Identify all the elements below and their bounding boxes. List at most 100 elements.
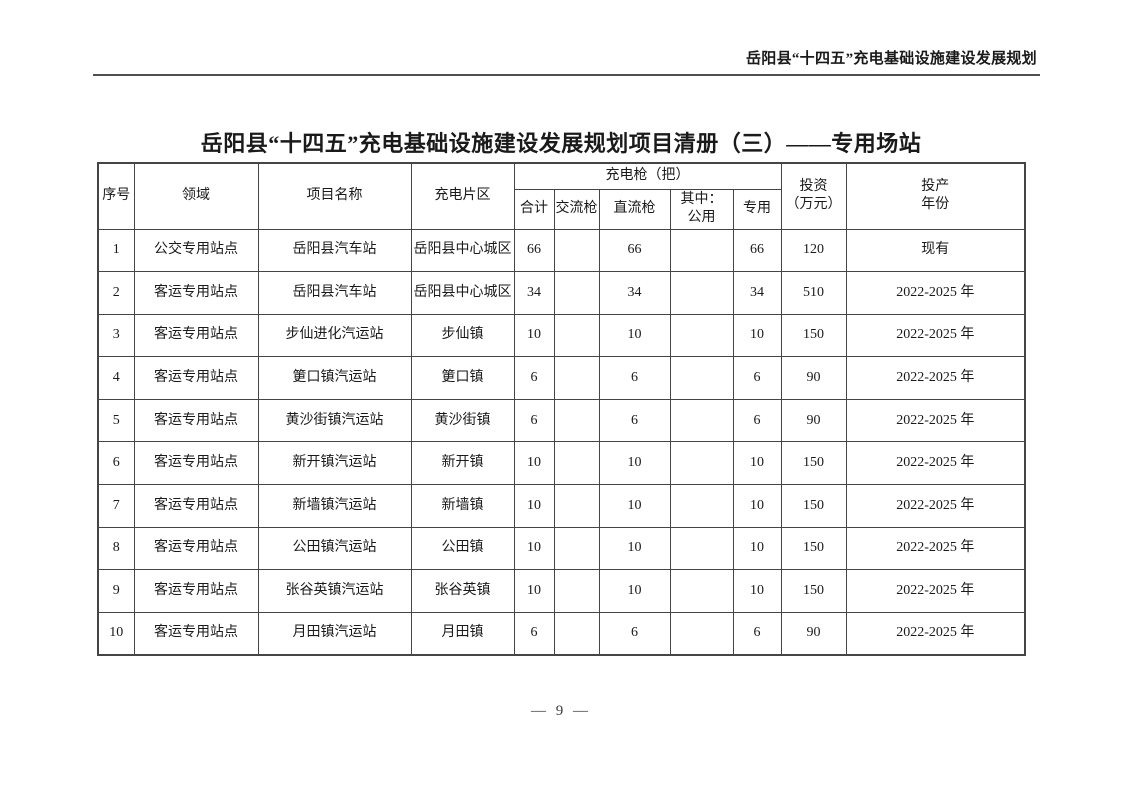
cell-investment: 510 [780,271,847,315]
cell-dedicated: 6 [732,398,782,443]
cell-field: 客运专用站点 [133,398,259,443]
cell-dedicated: 10 [732,569,782,613]
cell-project: 张谷英镇汽运站 [257,569,412,613]
col-header-guns-group: 充电枪（把） [513,162,782,190]
cell-seq: 10 [97,611,135,656]
cell-seq: 2 [97,271,135,315]
cell-district: 黄沙街镇 [410,398,515,443]
document-title: 岳阳县“十四五”充电基础设施建设发展规划项目清册（三）——专用场站 [200,131,922,156]
cell-ac [553,271,600,315]
cell-seq: 8 [97,526,135,571]
cell-seq: 5 [97,398,135,443]
cell-dedicated: 10 [732,313,782,358]
table-row: 6 客运专用站点 新开镇汽运站 新开镇 10 10 10 150 2022-2025 年 [97,441,1026,486]
cell-total: 10 [513,569,555,613]
cell-public [669,569,734,613]
cell-dc: 66 [598,228,671,273]
cell-investment: 150 [780,441,847,486]
col-header-year-line2: 年份 [921,197,950,213]
cell-seq: 6 [97,441,135,486]
table-row: 3 客运专用站点 步仙进化汽运站 步仙镇 10 10 10 150 2022-2025 年 [97,313,1026,358]
col-header-year: 投产 年份 [845,162,1026,230]
table-row: 7 客运专用站点 新墙镇汽运站 新墙镇 10 10 10 150 2022-2025 年 [97,484,1026,528]
col-header-total: 合计 [513,188,555,230]
cell-year: 2022-2025 年 [845,356,1026,400]
cell-project: 步仙进化汽运站 [257,313,412,358]
cell-project: 新开镇汽运站 [257,441,412,486]
table-row: 10 客运专用站点 月田镇汽运站 月田镇 6 6 6 90 2022-2025 年 [97,611,1026,656]
cell-project: 岳阳县汽车站 [257,271,412,315]
cell-year: 2022-2025 年 [845,398,1026,443]
cell-public [669,398,734,443]
cell-investment: 90 [780,356,847,400]
cell-seq: 1 [97,228,135,273]
cell-ac [553,228,600,273]
cell-investment: 150 [780,526,847,571]
cell-ac [553,611,600,656]
cell-year: 2022-2025 年 [845,569,1026,613]
cell-ac [553,484,600,528]
col-header-year-line1: 投产 [921,179,950,195]
cell-investment: 90 [780,398,847,443]
col-header-ac: 交流枪 [553,188,600,230]
cell-project: 黄沙街镇汽运站 [257,398,412,443]
cell-field: 客运专用站点 [133,356,259,400]
cell-total: 6 [513,356,555,400]
cell-public [669,441,734,486]
cell-ac [553,356,600,400]
cell-public [669,611,734,656]
cell-dc: 34 [598,271,671,315]
cell-total: 6 [513,611,555,656]
cell-total: 10 [513,526,555,571]
cell-project: 公田镇汽运站 [257,526,412,571]
cell-year: 现有 [845,228,1026,273]
cell-public [669,484,734,528]
cell-project: 筻口镇汽运站 [257,356,412,400]
cell-dedicated: 6 [732,611,782,656]
running-header-text: 岳阳县“十四五”充电基础设施建设发展规划 [745,51,1037,67]
table-row: 1 公交专用站点 岳阳县汽车站 岳阳县中心城区 66 66 66 120 现有 [97,228,1026,273]
col-header-investment: 投资 （万元） [780,162,847,230]
cell-total: 10 [513,441,555,486]
table-row: 8 客运专用站点 公田镇汽运站 公田镇 10 10 10 150 2022-2025 年 [97,526,1026,571]
col-header-project: 项目名称 [257,162,412,230]
cell-dc: 6 [598,611,671,656]
cell-total: 6 [513,398,555,443]
cell-district: 张谷英镇 [410,569,515,613]
cell-project: 新墙镇汽运站 [257,484,412,528]
cell-district: 岳阳县中心城区 [410,271,515,315]
cell-ac [553,441,600,486]
table-row: 9 客运专用站点 张谷英镇汽运站 张谷英镇 10 10 10 150 2022-2025 年 [97,569,1026,613]
cell-dedicated: 66 [732,228,782,273]
cell-field: 客运专用站点 [133,271,259,315]
cell-district: 岳阳县中心城区 [410,228,515,273]
header-rule [93,74,1040,76]
cell-dedicated: 10 [732,484,782,528]
cell-dedicated: 10 [732,526,782,571]
cell-field: 客运专用站点 [133,313,259,358]
col-header-public-line2: 公用 [687,210,716,225]
col-header-investment-line1: 投资 [799,179,828,195]
cell-public [669,526,734,571]
cell-field: 公交专用站点 [133,228,259,273]
cell-seq: 3 [97,313,135,358]
project-table: 序号 领域 项目名称 充电片区 充电枪（把） 投资 （万元） 投产 年份 合计 … [97,162,1027,656]
col-header-dc: 直流枪 [598,188,671,230]
cell-investment: 120 [780,228,847,273]
col-header-field: 领域 [133,162,259,230]
cell-public [669,271,734,315]
cell-district: 步仙镇 [410,313,515,358]
cell-investment: 150 [780,484,847,528]
col-header-public: 其中： 公用 [669,188,734,230]
cell-district: 新开镇 [410,441,515,486]
cell-district: 筻口镇 [410,356,515,400]
col-header-seq: 序号 [97,162,135,230]
table-row: 4 客运专用站点 筻口镇汽运站 筻口镇 6 6 6 90 2022-2025 年 [97,356,1026,400]
cell-investment: 150 [780,313,847,358]
cell-dedicated: 6 [732,356,782,400]
table-header-row-2: 合计 交流枪 直流枪 其中： 公用 专用 [98,188,1025,230]
cell-seq: 7 [97,484,135,528]
cell-year: 2022-2025 年 [845,484,1026,528]
cell-year: 2022-2025 年 [845,526,1026,571]
cell-public [669,228,734,273]
